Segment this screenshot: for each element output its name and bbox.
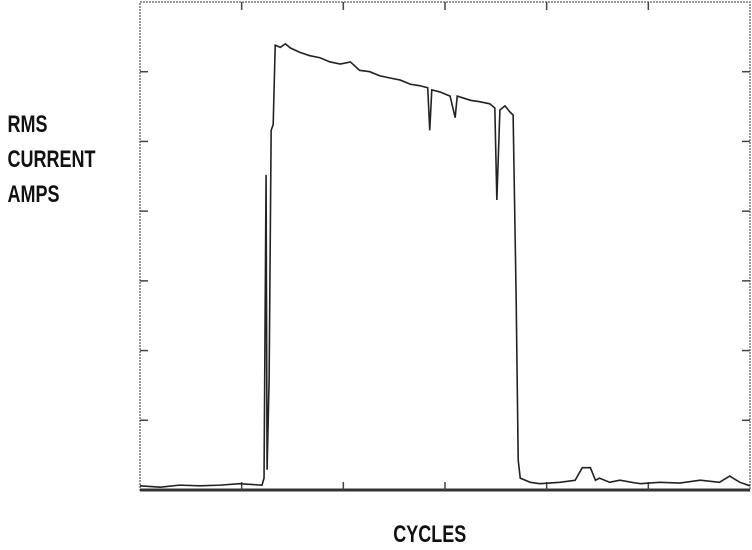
y-axis-label: AMPS	[8, 182, 60, 208]
y-axis-label: CURRENT	[8, 147, 96, 173]
plot-frame	[139, 1, 751, 491]
x-axis-label: CYCLES	[393, 522, 466, 548]
y-axis-label: RMS	[8, 112, 48, 138]
line	[139, 42, 751, 489]
